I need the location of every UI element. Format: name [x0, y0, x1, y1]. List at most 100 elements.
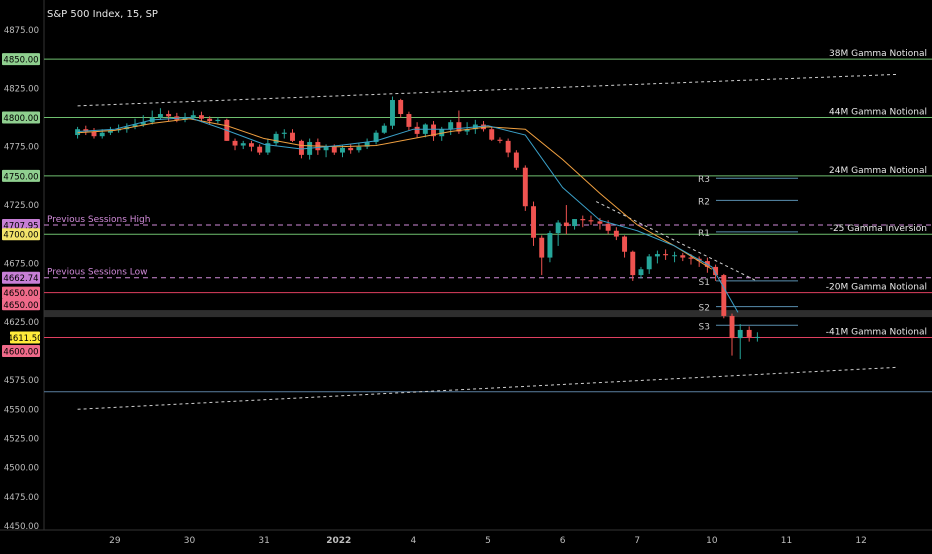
y-tick-label-14: 4525.00 [4, 434, 39, 444]
candle-body-64 [605, 223, 611, 231]
moving-average-line-2 [77, 117, 739, 313]
candle-body-52 [505, 140, 511, 153]
candle-body-4 [107, 130, 113, 133]
candle-body-30 [323, 146, 329, 151]
candle-body-20 [240, 143, 246, 146]
price-badge-4 [2, 228, 40, 241]
candle-body-45 [448, 122, 454, 130]
candle-body-78 [721, 275, 727, 316]
candle-body-36 [373, 132, 379, 143]
candle-body-71 [663, 254, 669, 256]
candle-body-41 [414, 126, 420, 134]
y-tick-label-13: 4550.00 [4, 405, 39, 415]
level-label-4: -25 Gamma Inversion [830, 224, 927, 234]
chart-title: S&P 500 Index, 15, SP [47, 9, 158, 20]
y-tick-label-10: 4625.00 [4, 318, 39, 328]
level-label-1: 44M Gamma Notional [829, 108, 927, 118]
price-badge-text-8: 4600.00 [3, 347, 38, 357]
price-badge-text-3: 4707.95 [3, 221, 38, 231]
candle-body-70 [654, 254, 660, 257]
candle-body-7 [132, 124, 138, 127]
y-tick-label-6: 4725.00 [4, 201, 39, 211]
candle-body-61 [580, 219, 586, 221]
candle-body-15 [198, 115, 204, 119]
pivot-label-1: R2 [698, 197, 710, 207]
candle-body-66 [622, 236, 628, 252]
level-label-0: 38M Gamma Notional [829, 49, 927, 59]
candle-body-46 [456, 122, 462, 132]
y-tick-label-4: 4775.00 [4, 143, 39, 153]
price-badge-1 [2, 111, 40, 124]
price-badge-text-4: 4700.00 [3, 231, 38, 241]
pivot-label-0: R3 [698, 175, 710, 185]
candle-body-33 [348, 147, 354, 151]
candle-body-16 [207, 118, 213, 122]
current-price-text: 4611.50 [7, 334, 42, 344]
candle-body-47 [464, 129, 470, 132]
candle-body-54 [522, 167, 528, 207]
candle-body-13 [182, 117, 188, 120]
candle-body-27 [298, 140, 304, 155]
candle-body-79 [729, 315, 735, 339]
y-tick-label-2: 4825.00 [4, 84, 39, 94]
pivot-label-2: R1 [698, 229, 710, 239]
level-label-5: Previous Sessions Low [47, 268, 148, 278]
trendlines-group [77, 73, 899, 410]
price-badge-text-7: 4650.00 [3, 301, 38, 311]
candle-body-19 [232, 140, 238, 146]
candle-body-53 [513, 152, 519, 168]
levels-group: 38M Gamma Notional 44M Gamma Notional 24M … [44, 49, 932, 393]
candle-body-50 [489, 129, 495, 140]
highlight-band [44, 310, 932, 318]
x-tick-label-9: 11 [781, 536, 792, 546]
level-label-6: -20M Gamma Notional [826, 283, 927, 293]
x-tick-label-10: 12 [855, 536, 866, 546]
candle-body-68 [638, 269, 644, 276]
level-label-3: Previous Sessions High [47, 215, 150, 225]
candle-body-77 [713, 266, 719, 276]
price-badge-text-0: 4850.00 [3, 56, 38, 66]
candle-body-32 [340, 147, 345, 153]
pivot-label-3: S1 [699, 278, 710, 288]
y-tick-label-17: 4450.00 [4, 522, 39, 532]
candle-body-55 [531, 206, 536, 238]
y-tick-label-12: 4575.00 [4, 376, 39, 386]
candle-body-63 [597, 221, 603, 224]
moving-average-line-1 [77, 118, 713, 270]
current-price-badge [10, 331, 40, 344]
price-badge-5 [2, 271, 40, 284]
candle-body-11 [166, 114, 172, 117]
x-tick-label-7: 7 [634, 536, 640, 546]
candle-body-51 [497, 139, 503, 141]
candle-body-1 [83, 129, 89, 132]
candle-body-22 [257, 146, 263, 153]
price-badge-0 [2, 53, 40, 66]
candle-body-31 [331, 146, 337, 153]
candle-body-59 [563, 222, 569, 227]
pivots-group: R3 R2 R1 S1 S2 S3 [698, 175, 798, 332]
level-label-2: 24M Gamma Notional [829, 166, 927, 176]
candle-body-74 [688, 257, 694, 259]
price-badge-3 [2, 218, 40, 231]
price-badge-text-6: 4650.00 [3, 289, 38, 299]
x-tick-label-1: 30 [184, 536, 196, 546]
x-tick-label-4: 4 [411, 536, 417, 546]
candle-body-3 [99, 132, 105, 137]
candle-body-69 [646, 256, 652, 270]
price-badge-8 [2, 344, 40, 357]
candle-body-23 [265, 143, 271, 153]
price-badge-7 [2, 298, 40, 311]
x-tick-label-2: 31 [258, 536, 269, 546]
candle-body-62 [588, 220, 594, 222]
candle-body-37 [381, 125, 387, 133]
price-badge-2 [2, 169, 40, 182]
candle-body-34 [356, 146, 362, 151]
pivot-label-4: S2 [699, 304, 710, 314]
x-tick-label-3: 2022 [326, 536, 351, 546]
price-badge-text-2: 4750.00 [3, 172, 38, 182]
y-tick-label-8: 4675.00 [4, 259, 39, 269]
candle-body-82 [754, 336, 760, 338]
candle-body-67 [630, 251, 636, 276]
